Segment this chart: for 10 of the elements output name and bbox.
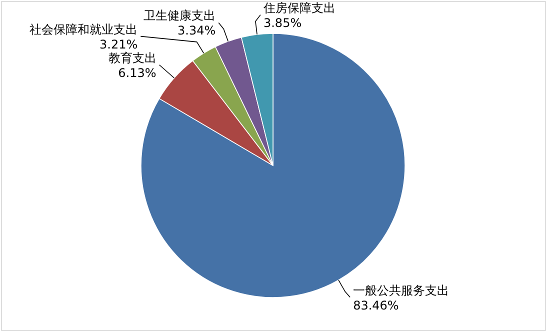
- data-label: 83.46%: [353, 298, 399, 312]
- data-label: 3.21%: [100, 37, 138, 52]
- data-label: 3.85%: [263, 16, 302, 30]
- data-label: 3.34%: [178, 24, 216, 38]
- data-label: 6.13%: [118, 66, 156, 80]
- slice-label: 一般公共服务支出: [353, 283, 450, 298]
- slice-label: 社会保障和就业支出: [30, 22, 138, 36]
- slice-label: 住房保障支出: [262, 0, 336, 15]
- slice-label: 卫生健康支出: [144, 8, 216, 23]
- slice-label: 教育支出: [108, 50, 156, 65]
